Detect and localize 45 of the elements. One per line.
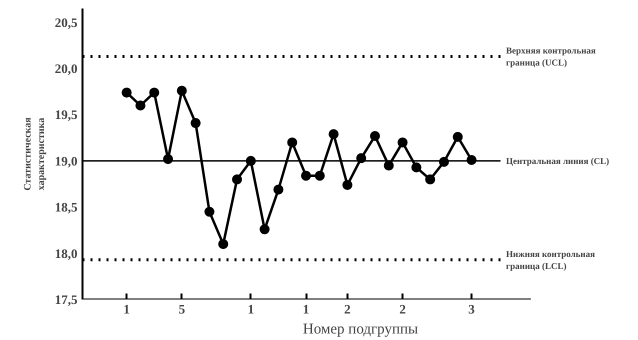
point xyxy=(314,170,325,181)
point xyxy=(384,160,394,171)
point xyxy=(260,224,270,234)
y-axis-title: Статистическая характеристика xyxy=(22,116,47,191)
point xyxy=(176,86,187,96)
x-tick-label: 1 xyxy=(248,302,254,316)
point xyxy=(328,129,339,140)
point xyxy=(273,184,284,195)
ref-line-label: Нижняя контрольная граница (LCL) xyxy=(506,248,596,271)
point xyxy=(398,137,408,148)
y-tick-label: 18,5 xyxy=(54,200,78,215)
point xyxy=(301,170,312,181)
point xyxy=(232,174,242,184)
point xyxy=(149,88,160,98)
point xyxy=(190,118,201,128)
x-tick-label: 1 xyxy=(302,302,310,316)
x-tick-label: 3 xyxy=(468,302,476,316)
y-tick-label: 17,5 xyxy=(54,292,78,307)
x-tick-label: 1 xyxy=(123,302,130,316)
point xyxy=(452,132,463,142)
y-tick-label: 18,0 xyxy=(54,246,78,261)
x-tick-label: 2 xyxy=(344,302,351,316)
point xyxy=(218,239,228,250)
y-tick-label: 20,0 xyxy=(54,61,78,76)
point xyxy=(287,137,298,148)
y-tick-label: 19,0 xyxy=(54,153,78,168)
point xyxy=(135,100,146,110)
point xyxy=(425,174,436,184)
y-tick-label: 20,5 xyxy=(54,14,78,30)
point xyxy=(438,156,449,167)
ref-line-label: Центральная линия (CL) xyxy=(506,156,610,166)
ref-line-label: Верхняя контрольная граница (UCL) xyxy=(506,46,596,68)
point xyxy=(204,206,214,217)
point xyxy=(122,88,132,98)
point xyxy=(163,154,174,164)
point xyxy=(466,155,477,165)
point xyxy=(342,180,352,190)
point xyxy=(246,156,256,166)
point xyxy=(411,162,422,172)
x-tick-label: 2 xyxy=(399,302,406,316)
y-tick-label: 19,5 xyxy=(54,107,78,122)
x-axis-title: Номер подгруппы xyxy=(302,322,418,338)
x-tick-label: 5 xyxy=(178,302,186,316)
point xyxy=(356,153,366,164)
point xyxy=(370,130,380,141)
